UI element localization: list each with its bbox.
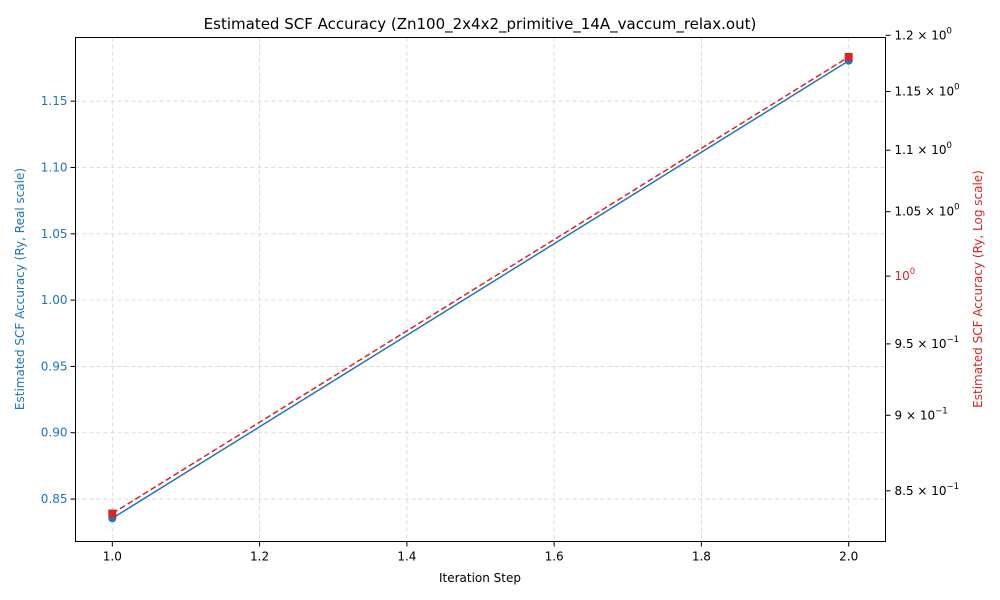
y-right-tick-label: 9.5 × 10−1 <box>895 335 960 351</box>
x-tick-label: 1.4 <box>397 550 416 564</box>
y-left-tick-label: 1.05 <box>41 227 68 241</box>
series-point-right <box>108 509 117 518</box>
y-right-tick-label: 1.1 × 100 <box>895 141 952 157</box>
y-left-tick-label: 0.95 <box>41 359 68 373</box>
y-right-tick-label: 9 × 10−1 <box>895 406 948 422</box>
y-right-tick-label: 1.15 × 100 <box>895 83 960 99</box>
y-left-tick-label: 1.10 <box>41 160 68 174</box>
y-left-tick-label: 1.00 <box>41 293 68 307</box>
plot-frame <box>75 37 886 542</box>
y-right-tick-label: 1.2 × 100 <box>895 26 952 42</box>
y-right-tick-label: 1.05 × 100 <box>895 203 960 219</box>
y-left-tick-label: 1.15 <box>41 94 68 108</box>
y-axis-right: 8.5 × 10−1 9 × 10−1 9.5 × 10−1 100 1.05 × 10… <box>885 26 960 498</box>
series-group <box>108 52 853 523</box>
chart-title: Estimated SCF Accuracy (Zn100_2x4x2_prim… <box>204 15 757 34</box>
y-left-tick-label: 0.90 <box>41 426 68 440</box>
series-point-right <box>844 52 853 61</box>
y-axis-left-title: Estimated SCF Accuracy (Ry, Real scale) <box>13 168 27 410</box>
grid <box>75 37 886 542</box>
y-right-tick-label: 100 <box>895 267 916 283</box>
x-tick-label: 1.8 <box>692 550 711 564</box>
series-line-right <box>111 56 850 515</box>
y-left-tick-label: 0.85 <box>41 492 68 506</box>
x-tick-label: 1.2 <box>250 550 269 564</box>
y-axis-left: 0.85 0.90 0.95 1.00 1.05 1.10 1.15 <box>41 94 76 506</box>
x-axis: 1.0 1.2 1.4 1.6 1.8 2.0 <box>103 541 858 564</box>
x-tick-label: 2.0 <box>839 550 858 564</box>
x-tick-label: 1.0 <box>103 550 122 564</box>
series-line-left <box>111 60 850 519</box>
y-right-tick-label: 8.5 × 10−1 <box>895 482 960 498</box>
x-tick-label: 1.6 <box>545 550 564 564</box>
y-axis-right-title: Estimated SCF Accuracy (Ry, Log scale) <box>971 170 985 408</box>
x-axis-title: Iteration Step <box>439 571 521 585</box>
